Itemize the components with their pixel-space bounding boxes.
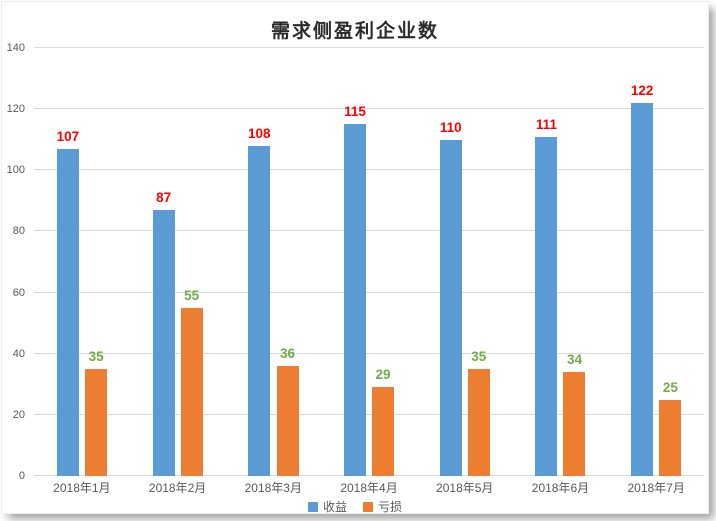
bar-value-label: 108: [248, 125, 271, 141]
bars-layer: 107 35 87 55 108 36 115 29 110 35 111 34 122 25: [34, 48, 704, 476]
gridline: [34, 291, 704, 293]
legend-label: 亏损: [378, 500, 403, 514]
y-axis-tick-label: 20: [12, 408, 25, 421]
bar-value-label: 35: [88, 349, 104, 364]
bar-column: 35: [85, 48, 108, 476]
bar-column: 115: [344, 48, 367, 476]
x-axis-tick-label: 2018年4月: [340, 480, 398, 495]
bar-亏损: [180, 307, 203, 476]
chart-title: 需求侧盈利企业数: [270, 21, 439, 42]
x-axis-tick-label: 2018年7月: [627, 480, 685, 495]
bar-column: 25: [659, 48, 682, 476]
bar-收益: [344, 124, 367, 476]
y-axis-tick-label: 0: [18, 470, 25, 482]
y-axis-tick-label: 120: [6, 103, 25, 116]
x-axis-tick-label: 2018年2月: [148, 480, 207, 495]
bar-收益: [631, 103, 654, 476]
chart-body: 0 20 40 60 80 100 120 140 107 35 87 55 108 36 115 29 11…: [2, 42, 708, 482]
gridline: [34, 169, 704, 171]
bar-value-label: 107: [56, 128, 80, 144]
bar-亏损: [372, 387, 395, 476]
bar-column: 111: [535, 48, 558, 476]
gridline: [34, 108, 704, 110]
y-axis-tick-label: 80: [12, 225, 25, 238]
y-axis-tick-label: 40: [12, 347, 25, 360]
y-axis-tick-label: 140: [6, 42, 25, 54]
bar-value-label: 29: [375, 367, 391, 383]
plot-area: 107 35 87 55 108 36 115 29 110 35 111 34 122 25: [34, 47, 704, 476]
bar-亏损: [276, 365, 299, 476]
bar-group: 107 35: [34, 48, 130, 476]
bar-收益: [439, 139, 462, 476]
bar-value-label: 55: [184, 287, 200, 303]
y-axis-tick-label: 60: [12, 286, 25, 299]
bar-收益: [535, 136, 558, 476]
bar-value-label: 110: [439, 119, 462, 135]
bar-value-label: 87: [156, 190, 172, 206]
bar-亏损: [659, 399, 682, 476]
bar-value-label: 35: [471, 349, 487, 364]
bar-value-label: 122: [630, 83, 654, 99]
bar-column: 35: [467, 48, 490, 476]
bar-column: 55: [180, 48, 203, 476]
bar-value-label: 115: [344, 104, 366, 120]
bar-group: 87 55: [130, 48, 226, 476]
bar-column: 110: [439, 48, 462, 476]
y-axis-tick-label: 100: [6, 164, 25, 177]
gridline: [34, 230, 704, 232]
x-axis-tick-label: 2018年1月: [53, 480, 111, 495]
bar-column: 34: [563, 48, 586, 476]
bar-亏损: [85, 369, 108, 476]
bar-column: 122: [630, 48, 654, 476]
gridline: [34, 352, 704, 354]
bar-收益: [248, 145, 271, 476]
bar-group: 110 35: [417, 48, 513, 476]
x-axis-tick-label: 2018年6月: [531, 480, 590, 495]
bar-column: 29: [372, 48, 395, 476]
chart-card: 需求侧盈利企业数 0 20 40 60 80 100 120 140 107 35 87 55 108…: [1, 1, 709, 514]
gridline: [34, 475, 704, 476]
bar-column: 36: [276, 48, 299, 476]
bar-group: 115 29: [321, 48, 417, 476]
bar-group: 111 34: [513, 48, 609, 476]
bar-column: 108: [248, 48, 271, 476]
legend-label: 收益: [322, 500, 347, 514]
bar-value-label: 36: [280, 345, 296, 361]
x-axis-tick-label: 2018年5月: [436, 480, 494, 495]
bar-收益: [152, 210, 175, 476]
bar-column: 107: [56, 48, 80, 476]
bar-value-label: 34: [566, 352, 582, 368]
gridline: [34, 413, 704, 415]
bar-group: 122 25: [608, 48, 704, 476]
bar-column: 87: [152, 48, 175, 476]
y-axis: 0 20 40 60 80 100 120 140: [2, 42, 34, 482]
x-axis: 2018年1月 2018年2月 2018年3月 2018年4月 2018年5月 2018年…: [34, 476, 708, 498]
legend-item: 亏损: [363, 498, 402, 515]
legend-swatch: [363, 501, 373, 512]
bar-亏损: [563, 372, 586, 476]
bar-亏损: [467, 369, 490, 476]
bar-value-label: 111: [535, 116, 557, 132]
legend: 收益 亏损: [2, 498, 708, 515]
x-axis-tick-label: 2018年3月: [244, 480, 302, 495]
legend-item: 收益: [307, 498, 347, 515]
gridline: [34, 47, 704, 48]
bar-value-label: 25: [662, 379, 678, 395]
legend-swatch: [307, 501, 318, 512]
bar-收益: [56, 148, 79, 476]
bar-group: 108 36: [225, 48, 321, 476]
